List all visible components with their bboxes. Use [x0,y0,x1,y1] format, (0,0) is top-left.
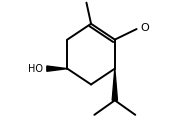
Polygon shape [47,66,67,71]
Text: HO: HO [28,64,43,74]
Text: O: O [140,23,149,33]
Polygon shape [112,69,117,100]
